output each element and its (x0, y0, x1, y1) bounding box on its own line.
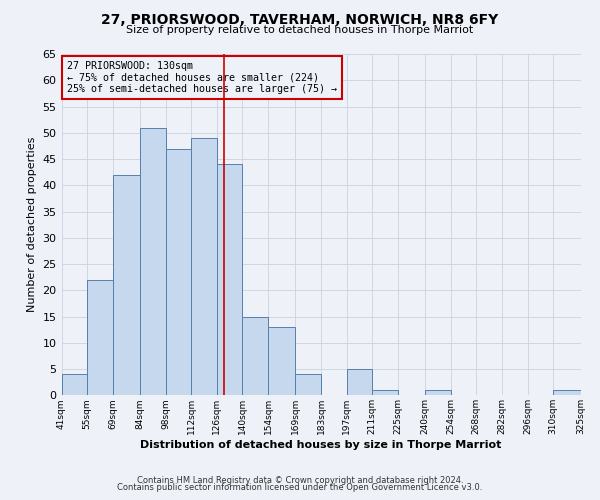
Bar (425, 390, 451, 396)
Bar (217, 164, 242, 396)
Bar (347, 369, 372, 396)
Bar (242, 316, 268, 396)
X-axis label: Distribution of detached houses by size in Thorpe Marriot: Distribution of detached houses by size … (140, 440, 502, 450)
Bar (113, 175, 140, 396)
Y-axis label: Number of detached properties: Number of detached properties (27, 137, 37, 312)
Bar (372, 390, 398, 396)
Bar (87, 280, 113, 396)
Bar (553, 390, 581, 396)
Bar (191, 138, 217, 396)
Text: Size of property relative to detached houses in Thorpe Marriot: Size of property relative to detached ho… (127, 25, 473, 35)
Bar (140, 128, 166, 396)
Bar (295, 374, 321, 396)
Text: Contains public sector information licensed under the Open Government Licence v3: Contains public sector information licen… (118, 484, 482, 492)
Bar (268, 327, 295, 396)
Bar (62, 374, 87, 396)
Text: 27, PRIORSWOOD, TAVERHAM, NORWICH, NR8 6FY: 27, PRIORSWOOD, TAVERHAM, NORWICH, NR8 6… (101, 12, 499, 26)
Bar (166, 148, 191, 396)
Text: 27 PRIORSWOOD: 130sqm
← 75% of detached houses are smaller (224)
25% of semi-det: 27 PRIORSWOOD: 130sqm ← 75% of detached … (67, 61, 337, 94)
Text: Contains HM Land Registry data © Crown copyright and database right 2024.: Contains HM Land Registry data © Crown c… (137, 476, 463, 485)
